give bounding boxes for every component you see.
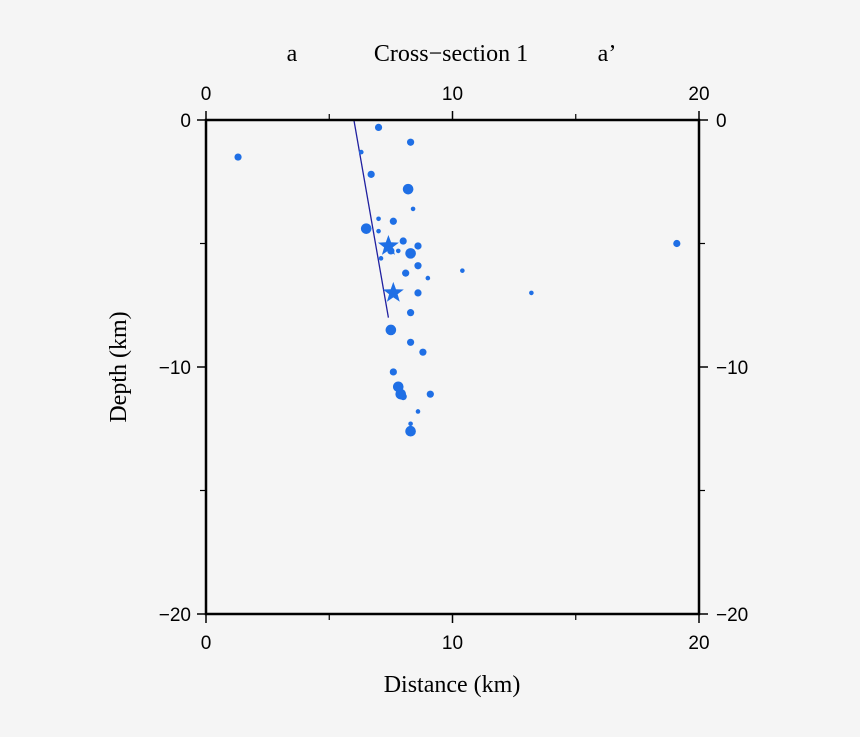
mainshock-star — [382, 281, 404, 302]
event-point — [529, 290, 534, 296]
x-tick-label-top: 0 — [201, 84, 212, 105]
y-tick-label-left: 0 — [180, 111, 191, 132]
event-point — [358, 149, 364, 155]
event-point — [414, 262, 422, 270]
y-tick-label-right: −20 — [716, 605, 748, 626]
x-tick-label-bottom: 20 — [688, 633, 709, 654]
y-tick-label-right: −10 — [716, 358, 748, 379]
y-tick-label-left: −20 — [159, 605, 191, 626]
event-point — [374, 123, 383, 132]
event-point — [389, 217, 397, 225]
plot-frame — [204, 118, 701, 616]
event-point — [414, 289, 422, 297]
event-point — [415, 409, 421, 414]
y-tick-label-right: 0 — [716, 111, 727, 132]
x-tick-label-bottom: 10 — [442, 633, 463, 654]
x-axis-label: Distance (km) — [384, 672, 521, 698]
event-point — [406, 338, 415, 346]
event-point — [402, 183, 414, 195]
y-axis-label: Depth (km) — [106, 311, 132, 422]
event-point — [414, 242, 422, 250]
x-tick-label-top: 20 — [688, 84, 709, 105]
event-point — [395, 248, 401, 254]
event-point — [419, 348, 427, 356]
event-point — [385, 324, 397, 336]
event-point — [376, 228, 381, 234]
mainshock-star — [377, 235, 399, 255]
event-point — [399, 237, 407, 245]
chart-title: Cross−section 1 — [374, 41, 528, 67]
event-point — [360, 223, 372, 234]
event-point — [406, 309, 415, 317]
event-point — [410, 206, 416, 212]
event-point — [426, 390, 434, 398]
event-point — [460, 268, 465, 273]
event-point — [408, 421, 413, 427]
section-end-label: a’ — [598, 41, 617, 67]
event-point — [399, 393, 407, 401]
event-point — [405, 425, 416, 437]
event-point — [389, 368, 397, 376]
mainshocks-layer — [377, 235, 404, 302]
event-point — [406, 138, 415, 146]
y-tick-label-left: −10 — [159, 358, 191, 379]
x-tick-label-top: 10 — [442, 84, 463, 105]
event-point — [402, 269, 410, 277]
events-layer — [234, 123, 681, 437]
event-point — [405, 248, 416, 259]
event-point — [378, 256, 384, 261]
event-point — [376, 216, 381, 222]
x-tick-label-bottom: 0 — [201, 633, 212, 654]
event-point — [234, 153, 242, 161]
event-point — [367, 170, 375, 178]
event-point — [673, 239, 681, 248]
section-start-label: a — [287, 41, 298, 67]
event-point — [425, 275, 431, 281]
